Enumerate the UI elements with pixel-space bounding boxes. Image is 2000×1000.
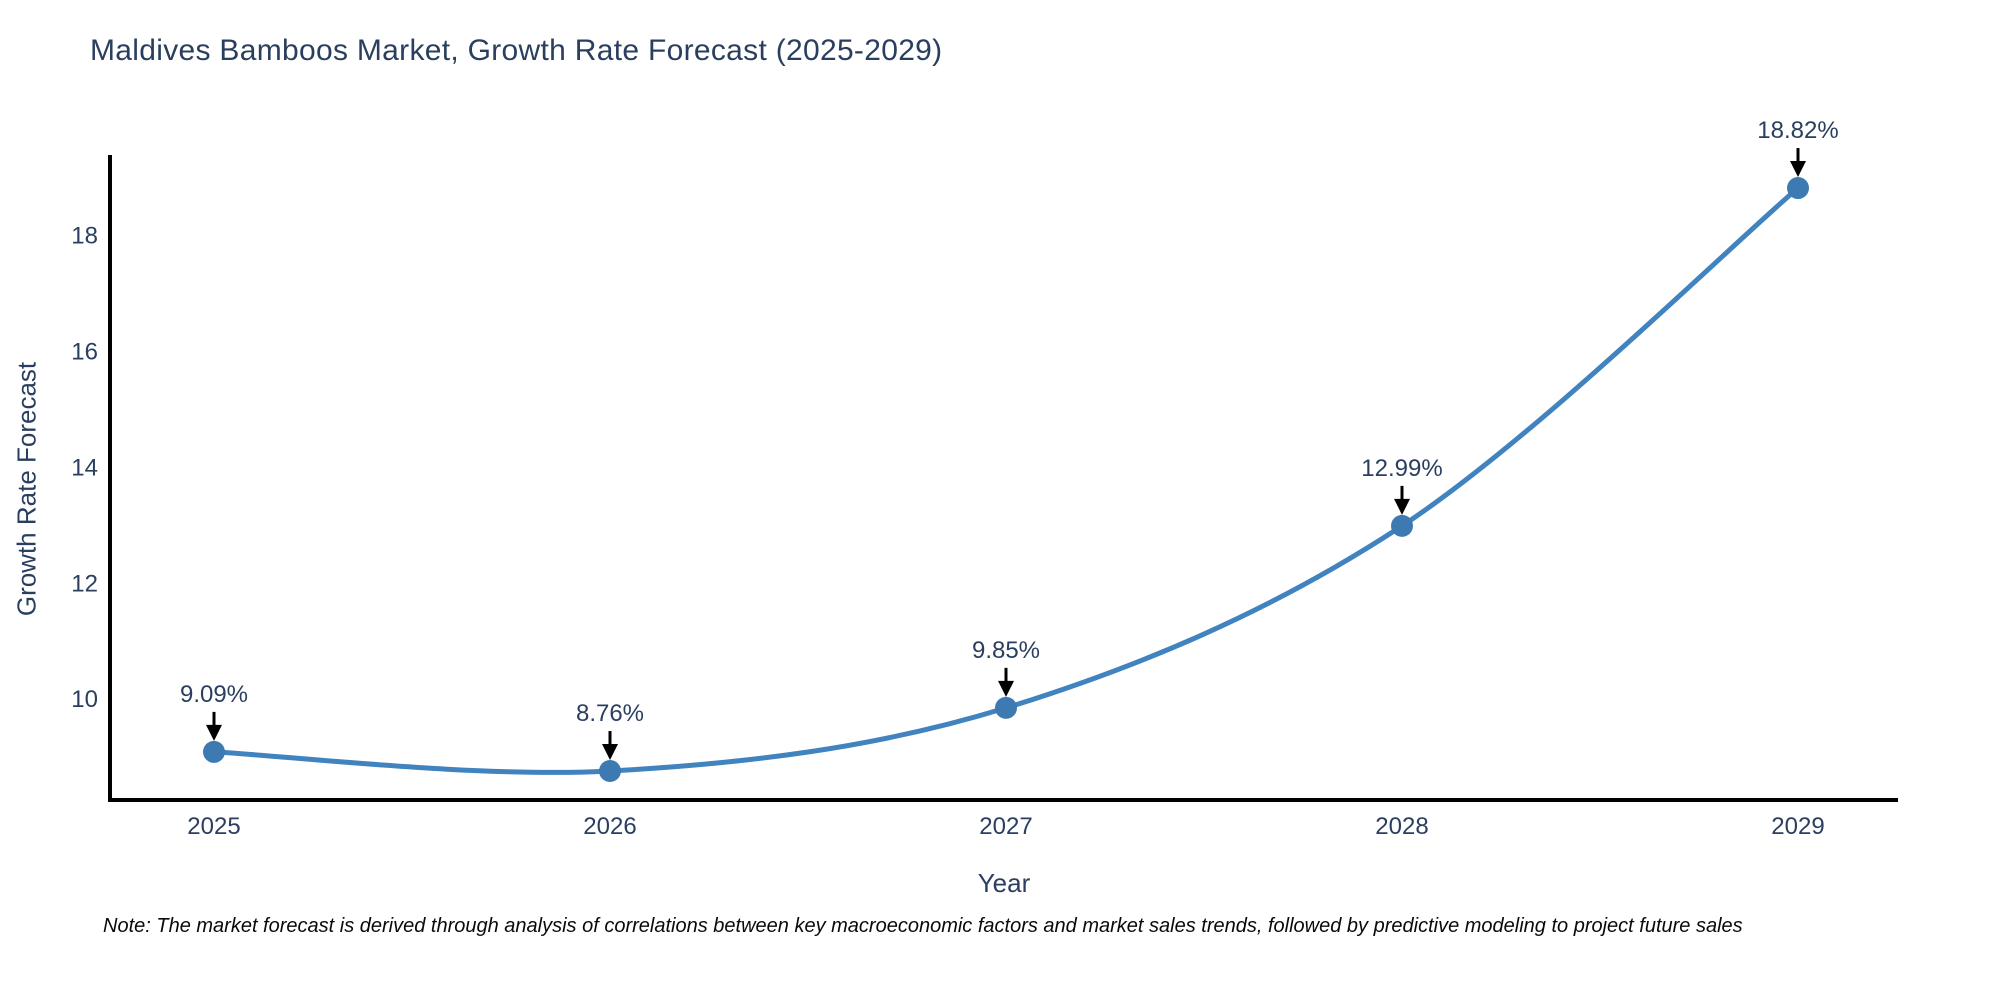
annotation-label: 9.85% <box>972 637 1040 664</box>
y-tick-label: 18 <box>71 223 98 250</box>
annotation-arrowhead <box>602 744 618 761</box>
annotation-label: 12.99% <box>1361 455 1442 482</box>
y-tick-label: 12 <box>71 570 98 597</box>
data-point-marker <box>599 760 621 783</box>
annotation-label: 9.09% <box>180 681 248 708</box>
data-point-marker <box>203 740 225 763</box>
x-tick-label: 2029 <box>1771 813 1824 840</box>
annotation-arrowhead <box>206 724 222 741</box>
x-tick-label: 2026 <box>583 813 636 840</box>
chart-title: Maldives Bamboos Market, Growth Rate For… <box>90 34 943 67</box>
y-tick-label: 16 <box>71 338 98 365</box>
x-axis-title: Year <box>977 868 1031 898</box>
data-point-marker <box>1391 514 1413 537</box>
annotation-arrowhead <box>998 680 1014 697</box>
annotation-label: 18.82% <box>1757 117 1838 144</box>
y-tick-label: 14 <box>71 454 98 481</box>
annotation-arrowhead <box>1394 498 1410 515</box>
y-axis-title: Growth Rate Forecast <box>11 361 42 617</box>
data-point-marker <box>1787 177 1809 200</box>
data-point-marker <box>995 696 1017 719</box>
annotation-arrowhead <box>1790 161 1806 178</box>
x-tick-label: 2025 <box>187 813 240 840</box>
x-tick-label: 2028 <box>1375 813 1428 840</box>
x-tick-label: 2027 <box>979 813 1032 840</box>
y-tick-label: 10 <box>71 686 98 713</box>
footnote: Note: The market forecast is derived thr… <box>103 915 1743 937</box>
annotation-label: 8.76% <box>576 700 644 727</box>
